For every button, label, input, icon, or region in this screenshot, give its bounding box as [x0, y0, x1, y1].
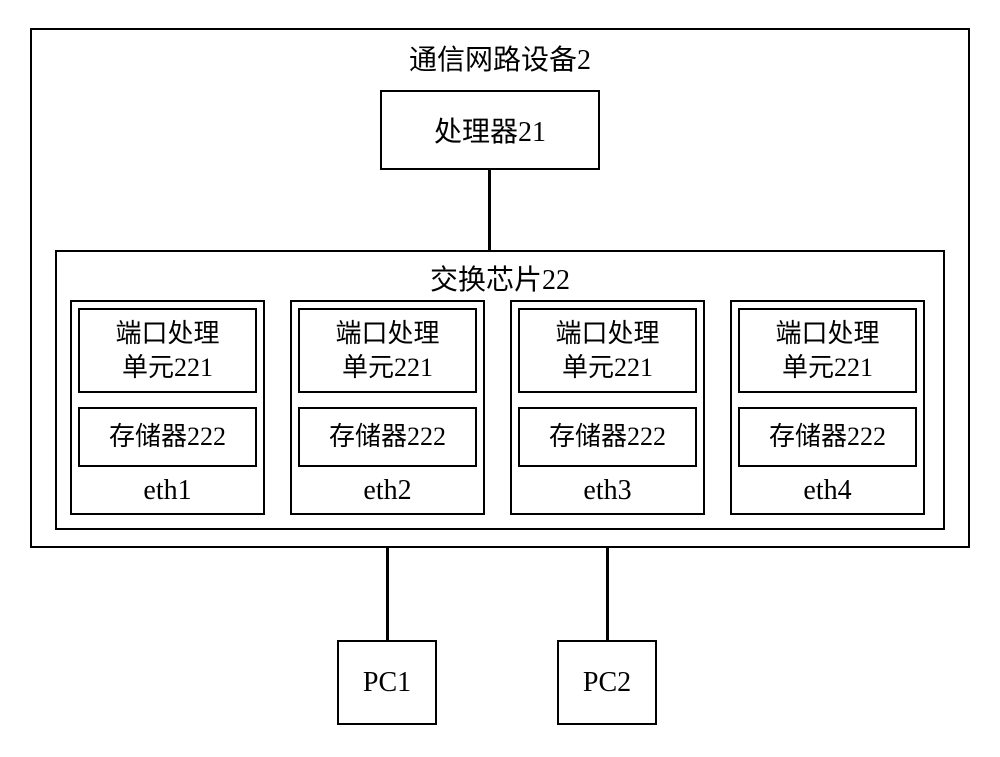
connector-eth3-pc2 [606, 548, 609, 640]
switch-chip-title: 交换芯片22 [55, 258, 945, 298]
port-unit-4-line2: 单元221 [782, 351, 873, 385]
eth-label-1: eth1 [78, 475, 257, 507]
connector-processor-chip [488, 170, 491, 250]
port-memory-4-label: 存储器222 [769, 420, 886, 454]
processor-label: 处理器21 [434, 110, 546, 150]
port-unit-2: 端口处理 单元221 [298, 308, 477, 393]
port-unit-4-line1: 端口处理 [775, 317, 879, 351]
port-memory-2-label: 存储器222 [329, 420, 446, 454]
pc2-box: PC2 [557, 640, 657, 725]
port-unit-3: 端口处理 单元221 [518, 308, 697, 393]
port-unit-1-line1: 端口处理 [115, 317, 219, 351]
eth-label-4: eth4 [738, 475, 917, 507]
port-unit-1-line2: 单元221 [122, 351, 213, 385]
pc1-box: PC1 [337, 640, 437, 725]
port-unit-2-line2: 单元221 [342, 351, 433, 385]
port-memory-1-label: 存储器222 [109, 420, 226, 454]
eth-label-3: eth3 [518, 475, 697, 507]
port-unit-4: 端口处理 单元221 [738, 308, 917, 393]
eth-label-2: eth2 [298, 475, 477, 507]
port-memory-3-label: 存储器222 [549, 420, 666, 454]
device-title: 通信网路设备2 [30, 38, 970, 78]
port-memory-2: 存储器222 [298, 407, 477, 467]
port-unit-3-line2: 单元221 [562, 351, 653, 385]
port-memory-3: 存储器222 [518, 407, 697, 467]
port-memory-1: 存储器222 [78, 407, 257, 467]
port-unit-3-line1: 端口处理 [555, 317, 659, 351]
port-unit-1: 端口处理 单元221 [78, 308, 257, 393]
port-unit-2-line1: 端口处理 [335, 317, 439, 351]
processor-box: 处理器21 [380, 90, 600, 170]
port-memory-4: 存储器222 [738, 407, 917, 467]
pc1-label: PC1 [363, 667, 411, 699]
connector-eth2-pc1 [386, 548, 389, 640]
pc2-label: PC2 [583, 667, 631, 699]
